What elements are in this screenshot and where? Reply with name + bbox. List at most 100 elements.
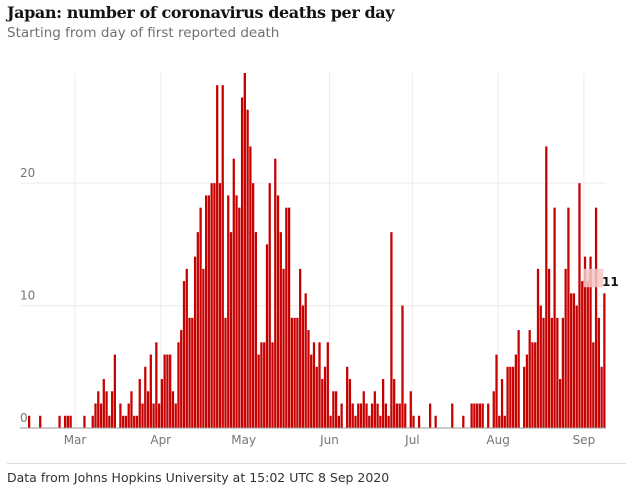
bar (376, 403, 379, 428)
bar (238, 207, 241, 428)
bar (528, 330, 531, 428)
bar (282, 268, 285, 428)
x-tick-label: Mar (64, 433, 87, 447)
x-tick-label: Jun (319, 433, 339, 447)
last-value-label: 11 (602, 275, 619, 289)
bar (434, 415, 437, 428)
bar (66, 415, 69, 428)
bar (370, 403, 374, 428)
bar (379, 415, 382, 428)
bar (229, 232, 233, 428)
bar (603, 293, 606, 428)
bar (232, 158, 235, 429)
bar (157, 403, 161, 428)
bar (487, 403, 490, 428)
bar (545, 146, 548, 428)
bar (110, 391, 114, 428)
bar (83, 415, 86, 428)
bar (517, 330, 520, 428)
bar (506, 366, 509, 428)
bar (252, 183, 255, 428)
bar (334, 391, 338, 428)
bar (318, 342, 321, 428)
chart-title: Japan: number of coronavirus deaths per … (7, 3, 395, 22)
bar (514, 354, 518, 428)
bar (511, 366, 515, 428)
bar (141, 403, 144, 428)
bar (321, 379, 324, 428)
bar (285, 207, 288, 428)
bar (558, 379, 562, 428)
bar (105, 391, 108, 428)
bar (221, 85, 224, 428)
bar (401, 305, 404, 428)
bar (536, 268, 540, 428)
bar (395, 403, 399, 428)
bar (539, 305, 542, 428)
bar (451, 403, 454, 428)
bar (572, 293, 576, 428)
bar (498, 415, 501, 428)
bar (265, 244, 269, 428)
bar (180, 330, 183, 428)
y-tick-label: 0 (20, 411, 28, 425)
bar (177, 342, 180, 428)
bar (556, 317, 559, 428)
bar (346, 366, 349, 428)
bar (249, 146, 252, 428)
bar (575, 305, 578, 428)
bar (581, 281, 584, 428)
bar (589, 256, 592, 428)
bar (185, 268, 188, 428)
bar (99, 403, 103, 428)
bar (246, 109, 249, 429)
bar (542, 317, 545, 428)
bar (171, 391, 175, 428)
bar (193, 256, 197, 428)
bar (138, 379, 141, 428)
bar (240, 97, 244, 428)
x-tick-label: May (231, 433, 256, 447)
bar (293, 317, 296, 428)
bar (337, 415, 341, 428)
bar (592, 342, 595, 428)
bar (224, 317, 227, 428)
bar (523, 366, 526, 428)
bar (404, 403, 407, 428)
bar (351, 403, 354, 428)
x-tick-label: Sep (573, 433, 596, 447)
bar (196, 232, 199, 428)
bar (481, 403, 484, 428)
bar (357, 403, 360, 428)
bar (583, 256, 587, 428)
bar (191, 317, 194, 428)
bar (329, 415, 332, 428)
bar (534, 342, 537, 428)
bar (133, 415, 136, 428)
bar (299, 268, 302, 428)
bar (578, 183, 581, 428)
source-note: Data from Johns Hopkins University at 15… (7, 470, 390, 485)
bar (218, 183, 222, 428)
bar (287, 207, 291, 428)
x-tick-label: Aug (486, 433, 509, 447)
bar (409, 391, 412, 428)
bar (199, 207, 202, 428)
bar (135, 415, 139, 428)
bar (58, 415, 61, 428)
bar (69, 415, 72, 428)
bar (503, 415, 506, 428)
bar (28, 415, 31, 428)
bar (63, 415, 67, 428)
bar (594, 207, 598, 428)
bar (393, 379, 396, 428)
bar (348, 379, 352, 428)
bar (398, 403, 401, 428)
bar (586, 281, 589, 428)
bar (340, 403, 343, 428)
bar (570, 293, 573, 428)
bar (257, 354, 260, 428)
bar (144, 366, 147, 428)
bar (155, 342, 158, 428)
y-tick-label: 10 (20, 289, 35, 303)
